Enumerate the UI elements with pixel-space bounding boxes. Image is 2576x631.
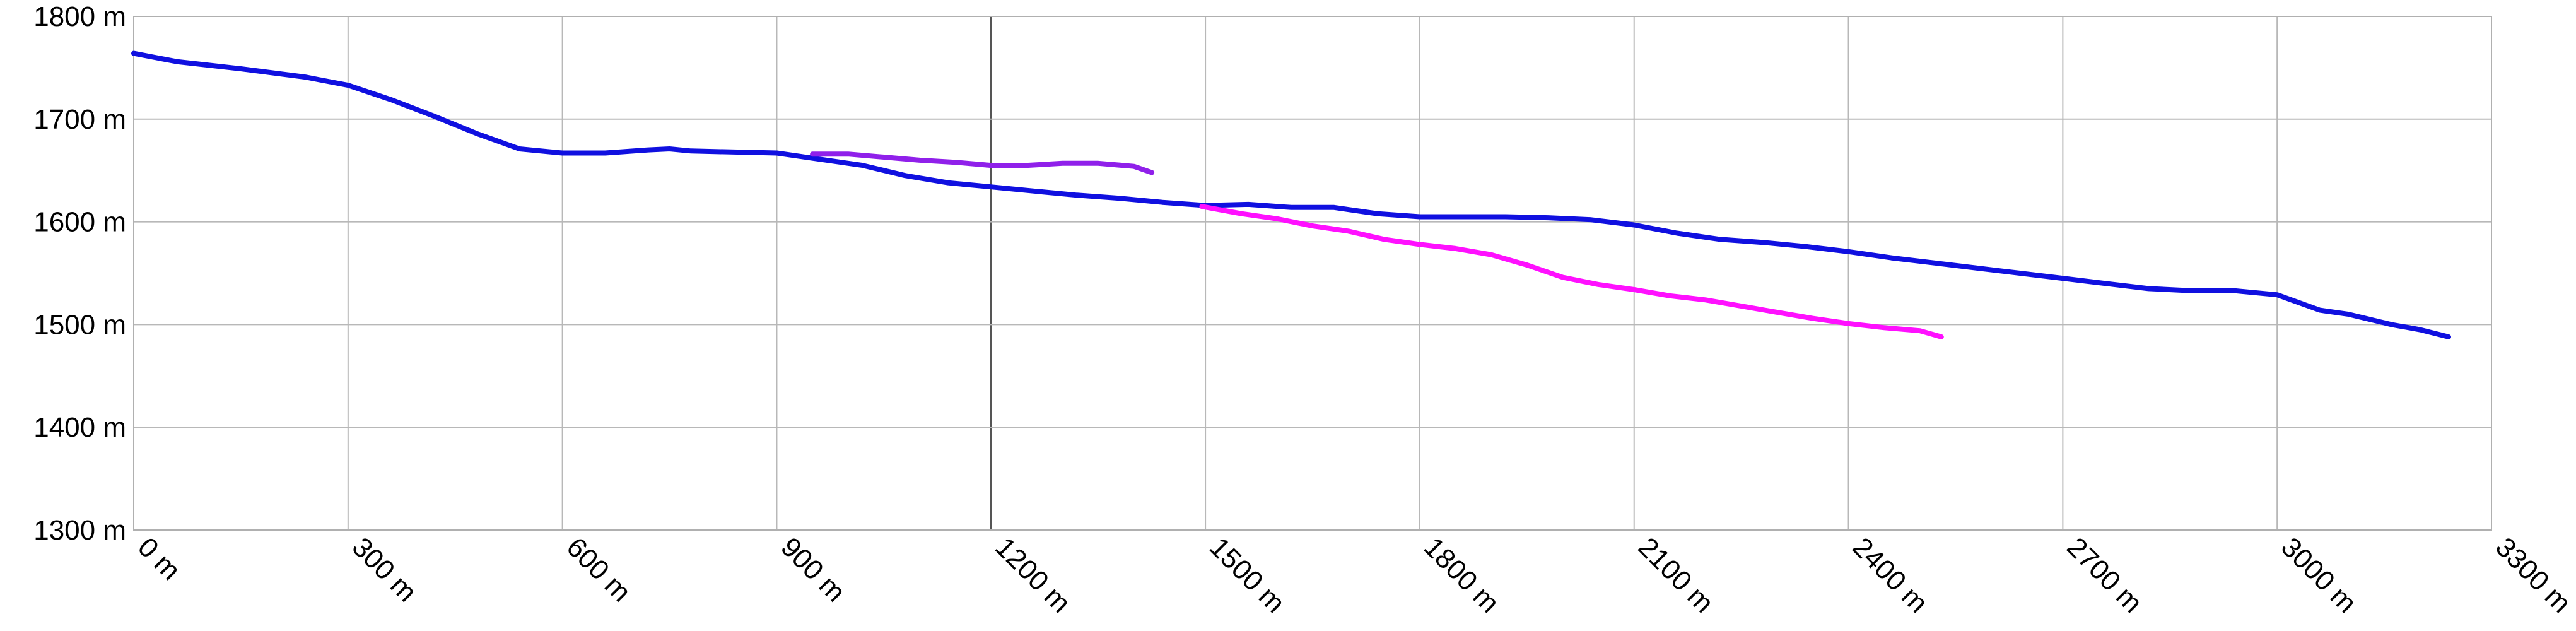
y-tick-label: 1300 m xyxy=(33,515,126,546)
series-group xyxy=(131,50,2451,339)
x-tick-label: 3300 m xyxy=(2490,531,2576,618)
y-tick-label: 1700 m xyxy=(33,104,126,135)
x-tick-label: 1200 m xyxy=(989,531,1076,618)
y-tick-label: 1500 m xyxy=(33,309,126,340)
x-tick-label: 3000 m xyxy=(2275,531,2362,618)
x-tick-label: 2100 m xyxy=(1632,531,1719,618)
series-line-3 xyxy=(1199,204,1944,339)
x-tick-label: 0 m xyxy=(132,531,187,586)
gridlines xyxy=(133,16,2492,531)
x-tick-label: 2700 m xyxy=(2061,531,2148,618)
x-tick-label: 1500 m xyxy=(1203,531,1291,618)
x-axis-tick-labels: 0 m 300 m 600 m 900 m 1200 m 1500 m 1800 m 2100… xyxy=(132,531,2576,618)
x-tick-label: 2400 m xyxy=(1846,531,1933,618)
x-tick-label: 300 m xyxy=(346,531,423,608)
y-tick-label: 1400 m xyxy=(33,412,126,443)
x-tick-label: 900 m xyxy=(775,531,851,608)
series-line-1 xyxy=(131,50,2451,339)
x-tick-label: 1800 m xyxy=(1418,531,1505,618)
x-tick-label: 600 m xyxy=(561,531,637,608)
y-tick-label: 1800 m xyxy=(33,1,126,32)
y-tick-label: 1600 m xyxy=(33,207,126,238)
y-axis-tick-labels: 1300 m 1400 m 1500 m 1600 m 1700 m 1800 m xyxy=(33,1,126,546)
plot-frame xyxy=(133,16,2492,531)
series-line-2 xyxy=(810,151,1155,175)
